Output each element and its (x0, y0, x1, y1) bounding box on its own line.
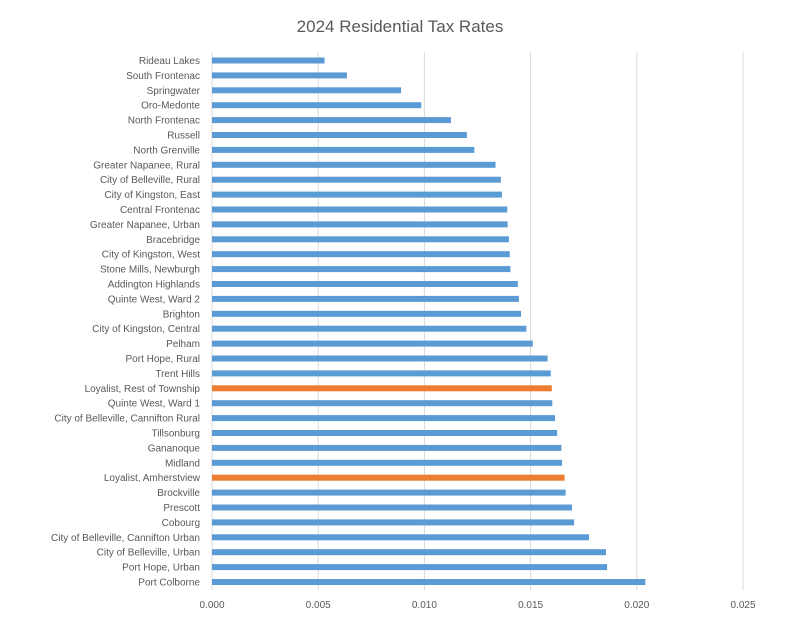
bar (212, 266, 511, 273)
bar (212, 519, 575, 526)
category-label: Stone Mills, Newburgh (100, 265, 200, 276)
bars (212, 57, 646, 585)
category-label: Port Hope, Urban (122, 563, 200, 574)
bar (212, 355, 548, 362)
bar (212, 221, 508, 228)
bar (212, 146, 475, 153)
category-label: Cobourg (162, 518, 200, 529)
x-tick-label: 0.005 (306, 600, 331, 611)
category-label: City of Belleville, Cannifton Urban (51, 533, 200, 544)
category-label: Greater Napanee, Rural (93, 160, 200, 171)
x-tick-label: 0.020 (624, 600, 649, 611)
category-label: City of Belleville, Rural (100, 175, 200, 186)
category-label: Loyalist, Amherstview (104, 473, 201, 484)
bar (212, 206, 508, 213)
x-axis-tick-labels: 0.000 0.005 0.010 0.015 0.020 0.025 (199, 600, 755, 611)
bar (212, 400, 553, 407)
bar-highlighted (212, 385, 552, 392)
bar (212, 370, 551, 377)
category-label: Tillsonburg (151, 429, 200, 440)
category-label: Port Colborne (138, 578, 200, 589)
bar (212, 281, 518, 287)
bar (212, 191, 502, 198)
category-label: Midland (165, 458, 200, 469)
category-label: Rideau Lakes (139, 56, 200, 67)
category-label: Pelham (166, 339, 200, 350)
bar (212, 310, 522, 317)
bar (212, 87, 402, 94)
bar (212, 176, 501, 183)
category-label: Prescott (163, 503, 200, 514)
bar (212, 459, 563, 466)
category-label: Quinte West, Ward 1 (108, 399, 201, 410)
category-label: Russell (167, 131, 200, 142)
x-tick-label: 0.015 (518, 600, 543, 611)
category-label: Springwater (147, 86, 201, 97)
bar (212, 236, 509, 243)
category-label: Brockville (157, 488, 200, 499)
bar (212, 579, 646, 585)
bar (212, 295, 519, 302)
category-label: Oro-Medonte (141, 101, 200, 112)
category-label: Gananoque (148, 443, 201, 454)
category-label: North Frontenac (128, 116, 200, 127)
bar (212, 504, 573, 511)
x-tick-label: 0.010 (412, 600, 437, 611)
bar (212, 534, 590, 541)
category-label: Addington Highlands (108, 280, 200, 291)
category-label: South Frontenac (126, 71, 200, 82)
category-label: Greater Napanee, Urban (90, 220, 200, 231)
bar (212, 161, 496, 168)
bar (212, 564, 608, 571)
category-label: Central Frontenac (120, 205, 200, 216)
category-label: North Grenville (133, 145, 200, 156)
bar (212, 117, 451, 124)
category-label: City of Belleville, Cannifton Rural (54, 414, 200, 425)
category-labels: Rideau Lakes South Frontenac Springwater Or… (51, 56, 201, 589)
bar (212, 489, 566, 496)
category-label: City of Kingston, East (104, 190, 200, 201)
bar (212, 325, 527, 332)
category-label: Brighton (163, 309, 200, 320)
category-label: Bracebridge (146, 235, 200, 246)
category-label: City of Kingston, Central (92, 324, 200, 335)
category-label: Trent Hills (155, 369, 200, 380)
bar (212, 251, 510, 258)
category-label: Quinte West, Ward 2 (108, 294, 201, 305)
chart-title: 2024 Residential Tax Rates (297, 17, 504, 36)
x-tick-label: 0.025 (730, 600, 755, 611)
x-tick-label: 0.000 (199, 600, 224, 611)
bar (212, 415, 556, 422)
gridlines (211, 52, 744, 590)
bar (212, 72, 347, 79)
bar (212, 132, 467, 138)
bar (212, 444, 562, 451)
bar-highlighted (212, 474, 565, 481)
category-label: City of Kingston, West (102, 250, 200, 261)
category-label: Port Hope, Rural (126, 354, 200, 365)
category-label: Loyalist, Rest of Township (85, 384, 201, 395)
bar (212, 102, 422, 109)
category-label: City of Belleville, Urban (97, 548, 200, 559)
bar (212, 340, 533, 347)
bar (212, 57, 325, 64)
bar (212, 549, 607, 556)
bar (212, 430, 558, 436)
